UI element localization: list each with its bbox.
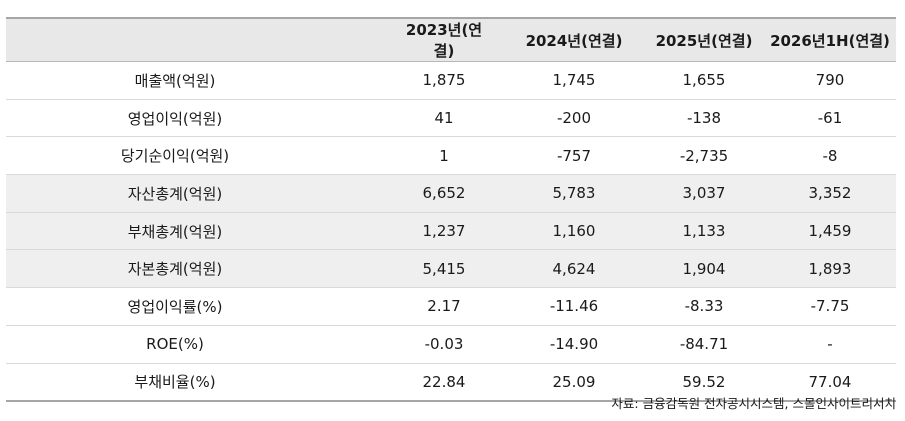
table-row: 부채총계(억원) 1,237 1,160 1,133 1,459 bbox=[6, 212, 896, 250]
header-2025: 2025년(연결) bbox=[655, 31, 753, 50]
table-row: 매출액(억원) 1,875 1,745 1,655 790 bbox=[6, 62, 896, 100]
row-label: 부채비율(%) bbox=[134, 373, 216, 392]
table-row: ROE(%) -0.03 -14.90 -84.71 - bbox=[6, 325, 896, 363]
row-label: 매출액(억원) bbox=[134, 71, 216, 90]
cell-value: -61 bbox=[817, 109, 843, 128]
header-2023: 2023년(연결) bbox=[405, 21, 483, 60]
cell-value: 1,875 bbox=[422, 71, 466, 90]
cell-value: 1,237 bbox=[422, 222, 466, 241]
row-label: 자산총계(억원) bbox=[127, 184, 223, 203]
cell-value: 77.04 bbox=[808, 372, 852, 391]
cell-value: 5,783 bbox=[552, 184, 596, 203]
cell-value: 59.52 bbox=[682, 372, 726, 391]
cell-value: -200 bbox=[556, 109, 592, 128]
cell-value: 1,745 bbox=[552, 71, 596, 90]
row-label: ROE(%) bbox=[146, 335, 204, 354]
cell-value: 41 bbox=[434, 109, 454, 128]
table-row: 영업이익(억원) 41 -200 -138 -61 bbox=[6, 99, 896, 137]
cell-value: 3,037 bbox=[682, 184, 726, 203]
header-label-column bbox=[6, 18, 344, 62]
cell-value: -138 bbox=[686, 109, 722, 128]
cell-value: 4,624 bbox=[552, 259, 596, 278]
header-row: 2023년(연결) 2024년(연결) 2025년(연결) 2026년1H(연결… bbox=[6, 18, 896, 62]
cell-value: - bbox=[827, 335, 833, 354]
source-note: 자료: 금융감독원 전자공시시스템, 스몰인사이트리서치 bbox=[611, 396, 896, 411]
cell-value: 790 bbox=[815, 71, 845, 90]
financial-summary-table-container: 2023년(연결) 2024년(연결) 2025년(연결) 2026년1H(연결… bbox=[6, 17, 896, 402]
row-label: 자본총계(억원) bbox=[127, 260, 223, 279]
cell-value: -8.33 bbox=[684, 297, 724, 316]
table-row: 부채비율(%) 22.84 25.09 59.52 77.04 bbox=[6, 363, 896, 401]
cell-value: 1,904 bbox=[682, 259, 726, 278]
cell-value: -11.46 bbox=[549, 297, 599, 316]
cell-value: -84.71 bbox=[679, 335, 729, 354]
table-row: 자산총계(억원) 6,652 5,783 3,037 3,352 bbox=[6, 174, 896, 213]
cell-value: -8 bbox=[822, 146, 838, 165]
row-label: 영업이익(억원) bbox=[127, 109, 223, 128]
cell-value: 6,652 bbox=[422, 184, 466, 203]
row-label: 부채총계(억원) bbox=[127, 222, 223, 241]
financial-summary-table: 2023년(연결) 2024년(연결) 2025년(연결) 2026년1H(연결… bbox=[6, 17, 896, 402]
cell-value: -0.03 bbox=[424, 335, 464, 354]
header-2024: 2024년(연결) bbox=[525, 31, 623, 50]
header-2026-1h: 2026년1H(연결) bbox=[770, 31, 890, 50]
table-row: 자본총계(억원) 5,415 4,624 1,904 1,893 bbox=[6, 249, 896, 288]
cell-value: 1,459 bbox=[808, 222, 852, 241]
cell-value: -7.75 bbox=[810, 297, 850, 316]
cell-value: 25.09 bbox=[552, 372, 596, 391]
cell-value: -757 bbox=[556, 146, 592, 165]
row-label: 당기순이익(억원) bbox=[120, 147, 230, 166]
table-row: 영업이익률(%) 2.17 -11.46 -8.33 -7.75 bbox=[6, 288, 896, 326]
cell-value: 1,160 bbox=[552, 222, 596, 241]
cell-value: 1,893 bbox=[808, 259, 852, 278]
cell-value: 2.17 bbox=[427, 297, 461, 316]
cell-value: 1,655 bbox=[682, 71, 726, 90]
cell-value: 22.84 bbox=[422, 372, 466, 391]
cell-value: -14.90 bbox=[549, 335, 599, 354]
cell-value: 1,133 bbox=[682, 222, 726, 241]
table-row: 당기순이익(억원) 1 -757 -2,735 -8 bbox=[6, 137, 896, 175]
cell-value: 3,352 bbox=[808, 184, 852, 203]
row-label: 영업이익률(%) bbox=[127, 297, 223, 316]
cell-value: 5,415 bbox=[422, 259, 466, 278]
cell-value: 1 bbox=[439, 146, 449, 165]
cell-value: -2,735 bbox=[679, 146, 729, 165]
